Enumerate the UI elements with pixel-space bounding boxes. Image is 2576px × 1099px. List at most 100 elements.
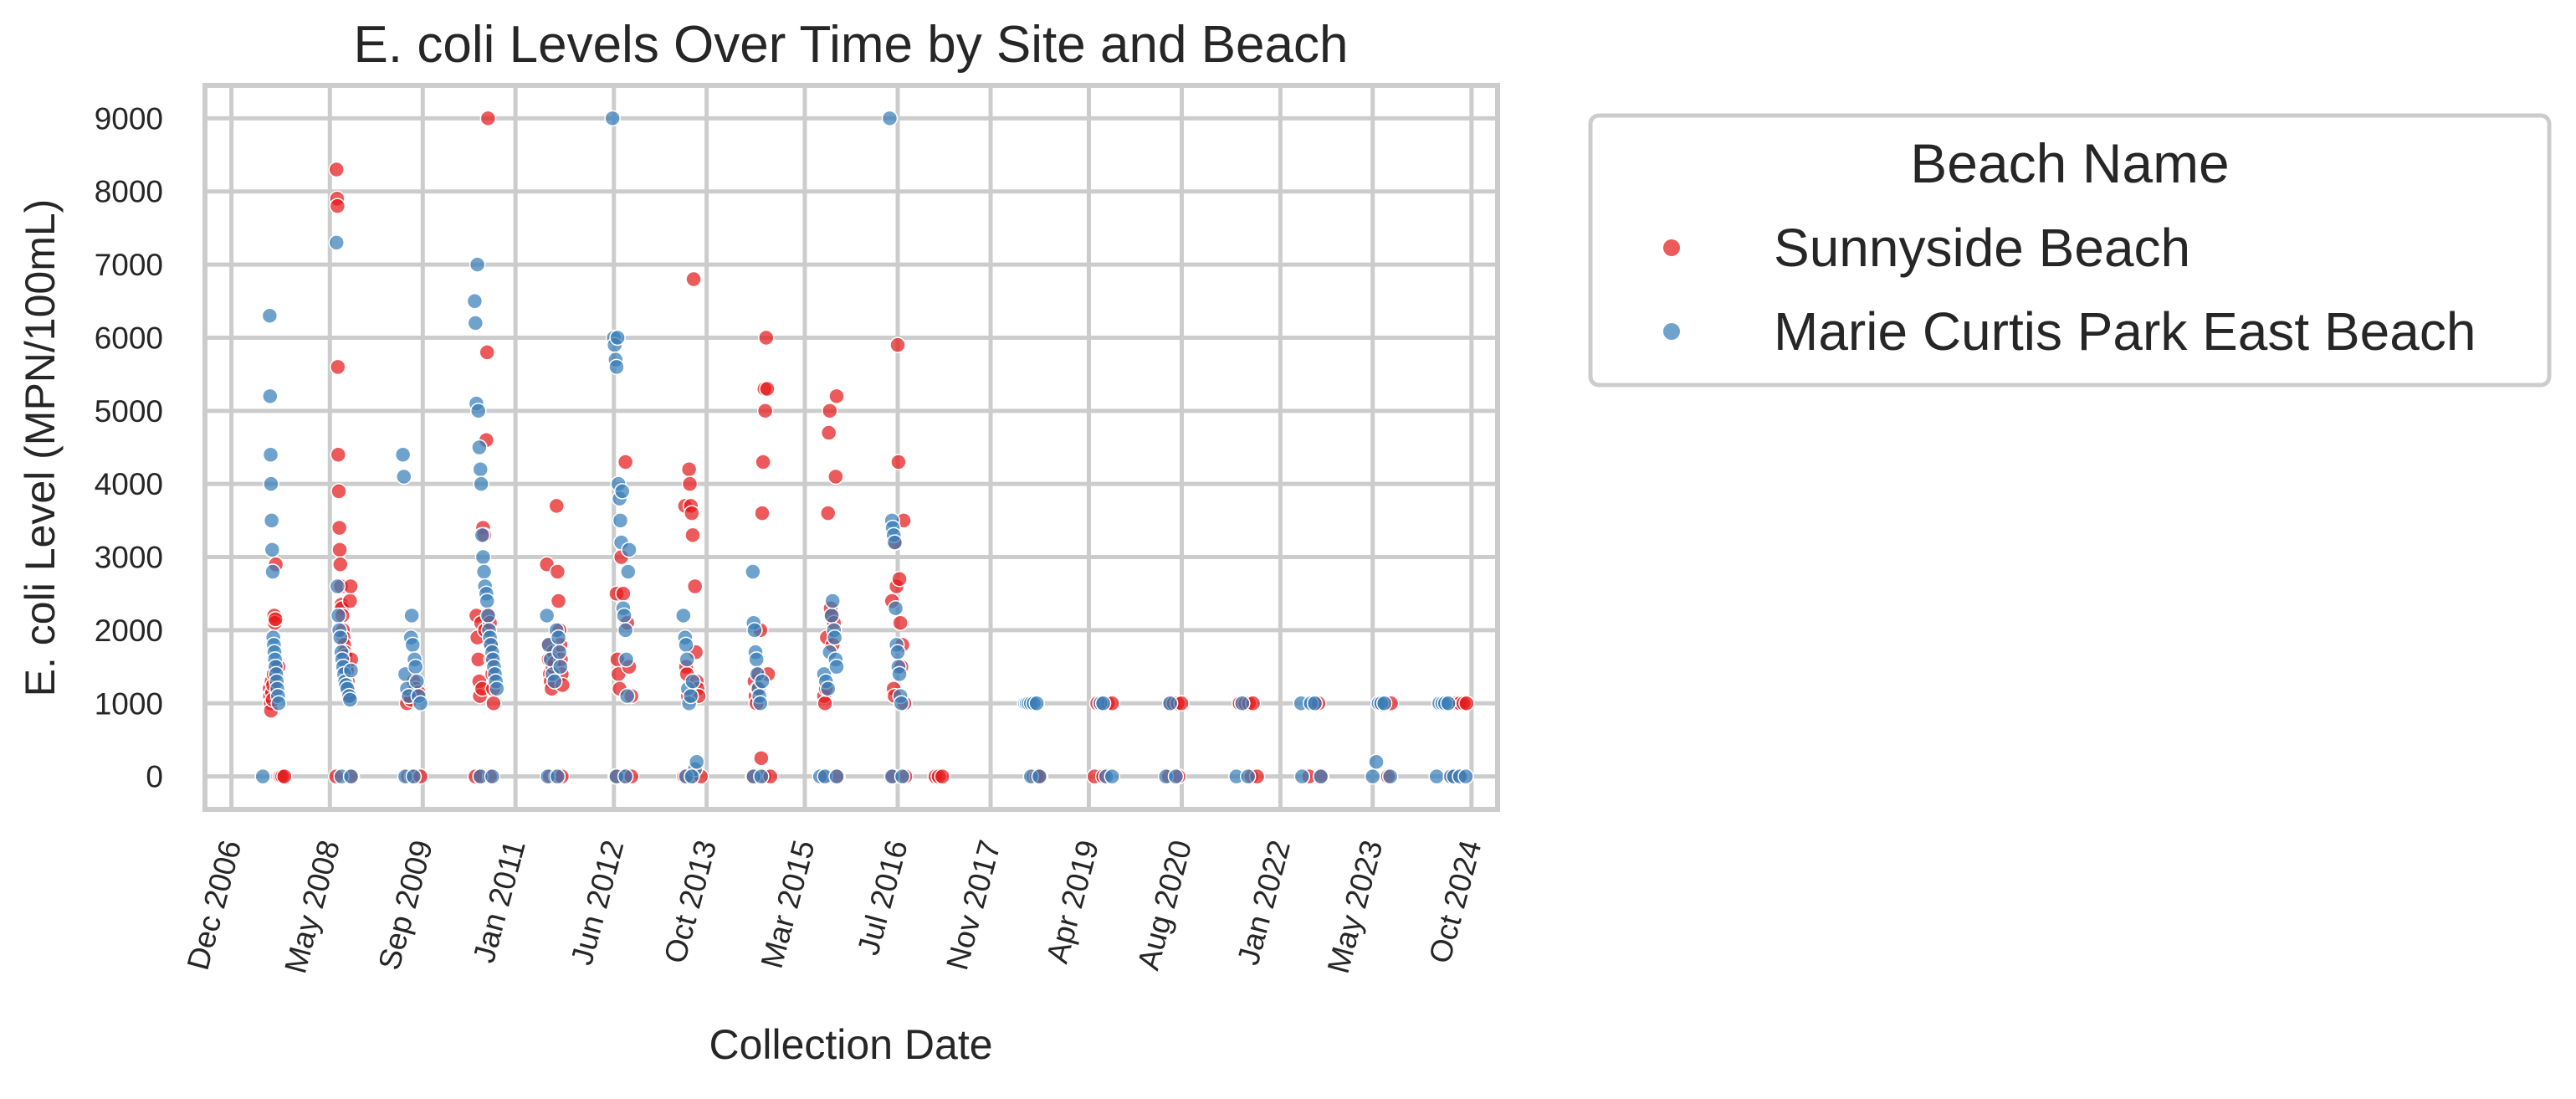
data-point xyxy=(261,307,279,324)
data-point xyxy=(615,585,632,602)
data-point xyxy=(758,329,775,347)
data-point xyxy=(1234,695,1251,712)
data-point xyxy=(823,607,840,624)
data-point xyxy=(608,358,625,376)
data-point xyxy=(404,636,421,654)
data-point xyxy=(254,768,271,785)
data-point xyxy=(934,768,951,785)
data-point xyxy=(551,644,568,660)
data-point xyxy=(828,768,845,785)
data-point xyxy=(891,571,908,588)
data-point xyxy=(684,505,700,521)
data-point xyxy=(754,673,771,690)
data-point xyxy=(887,599,904,617)
data-point xyxy=(1428,768,1445,785)
data-point xyxy=(328,234,345,251)
y-tick-label: 6000 xyxy=(95,321,163,355)
data-point xyxy=(890,454,907,470)
data-point xyxy=(820,424,837,441)
data-point xyxy=(469,256,486,273)
grid-lines xyxy=(205,85,1498,809)
data-point xyxy=(270,695,287,712)
data-point xyxy=(330,483,347,500)
data-point xyxy=(686,578,704,595)
data-point xyxy=(1031,768,1048,785)
data-point xyxy=(889,644,906,660)
y-tick-label: 8000 xyxy=(95,175,163,209)
legend-label-marie-curtis: Marie Curtis Park East Beach xyxy=(1774,301,2476,362)
data-point xyxy=(549,768,566,785)
data-point xyxy=(894,768,911,785)
data-point xyxy=(276,768,293,785)
legend: Beach Name Sunnyside Beach Marie Curtis … xyxy=(1588,113,2552,388)
data-point xyxy=(1161,695,1179,712)
data-point xyxy=(1167,768,1185,785)
data-point xyxy=(331,542,348,558)
data-point xyxy=(753,750,770,767)
data-point xyxy=(469,403,487,419)
data-point xyxy=(745,563,761,580)
legend-marker-sunnyside xyxy=(1663,239,1680,256)
data-point xyxy=(1028,695,1045,712)
data-point xyxy=(620,563,637,580)
data-point xyxy=(263,512,280,529)
data-point xyxy=(886,534,904,551)
y-tick-labels: 0 1000 2000 3000 4000 5000 6000 7000 8000 9000 xyxy=(95,101,163,793)
x-axis-label: Collection Date xyxy=(709,1021,992,1068)
y-tick-label: 3000 xyxy=(95,541,163,575)
data-point xyxy=(342,662,360,679)
data-point xyxy=(396,468,412,485)
data-point xyxy=(679,651,695,668)
data-point xyxy=(552,658,569,675)
y-tick-label: 9000 xyxy=(95,101,163,136)
data-point xyxy=(485,695,502,712)
data-point xyxy=(403,607,420,624)
data-point xyxy=(546,673,563,690)
data-point xyxy=(538,607,556,624)
data-point xyxy=(684,526,701,544)
data-point xyxy=(472,460,489,478)
data-point xyxy=(467,315,484,331)
data-point xyxy=(473,475,489,492)
data-point xyxy=(819,505,837,521)
y-tick-label: 2000 xyxy=(95,614,163,648)
data-point xyxy=(263,475,279,492)
data-point xyxy=(489,680,505,697)
data-point xyxy=(748,651,765,668)
data-point xyxy=(1104,768,1120,785)
data-point xyxy=(617,651,635,668)
data-point xyxy=(609,329,626,347)
data-point xyxy=(479,593,495,609)
data-point xyxy=(1375,695,1393,712)
data-point xyxy=(756,403,774,419)
legend-marker-marie-curtis xyxy=(1663,323,1680,340)
data-point xyxy=(408,673,426,690)
data-point xyxy=(1239,768,1257,785)
data-point xyxy=(471,439,488,456)
data-point xyxy=(1094,695,1112,712)
data-point xyxy=(484,768,501,785)
legend-title: Beach Name xyxy=(1910,132,2230,194)
data-point xyxy=(675,607,692,624)
data-point xyxy=(479,607,497,624)
plot-area-frame xyxy=(202,83,1500,812)
data-point xyxy=(822,403,838,419)
data-point xyxy=(466,293,484,310)
data-point xyxy=(824,593,841,609)
y-tick-label: 0 xyxy=(146,760,163,794)
data-point xyxy=(881,110,899,127)
data-point xyxy=(550,629,567,646)
data-point xyxy=(341,691,359,708)
y-tick-label: 7000 xyxy=(95,248,163,282)
data-point xyxy=(892,614,909,631)
data-point xyxy=(1312,768,1329,785)
data-point xyxy=(548,497,566,515)
data-point xyxy=(262,446,279,463)
data-point xyxy=(753,768,770,785)
data-point xyxy=(330,358,346,376)
data-point xyxy=(267,611,284,628)
y-axis-label: E. coli Level (MPN/100mL) xyxy=(17,199,64,697)
data-point xyxy=(826,629,843,646)
data-point xyxy=(616,607,632,624)
